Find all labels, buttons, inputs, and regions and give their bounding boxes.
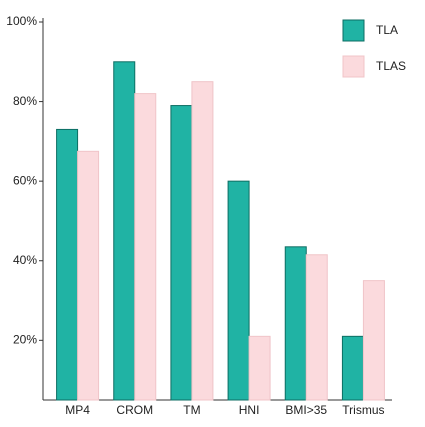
bar xyxy=(248,335,271,401)
x-tick-label: MP4 xyxy=(65,403,90,417)
bar xyxy=(362,280,385,401)
bar xyxy=(77,150,100,401)
x-tick-label: BMI>35 xyxy=(285,403,327,417)
bar xyxy=(305,254,328,401)
bar xyxy=(227,180,250,401)
x-tick-label: Trismus xyxy=(342,403,384,417)
y-tick-label: 60% xyxy=(13,173,37,187)
y-tick-label: 20% xyxy=(13,332,37,346)
bar xyxy=(170,105,193,401)
legend-label: TLAS xyxy=(376,59,406,73)
bar xyxy=(341,335,364,401)
bar xyxy=(191,81,214,401)
bar xyxy=(113,61,136,401)
y-tick-label: 80% xyxy=(13,94,37,108)
bar xyxy=(284,246,307,401)
bar xyxy=(56,128,79,401)
y-tick-label: 100% xyxy=(6,14,37,28)
y-tick-label: 40% xyxy=(13,253,37,267)
legend-swatch xyxy=(342,19,365,42)
bar xyxy=(134,93,157,401)
legend-swatch xyxy=(342,55,365,78)
x-tick-label: HNI xyxy=(239,403,260,417)
x-tick-label: CROM xyxy=(116,403,153,417)
x-tick-label: TM xyxy=(183,403,200,417)
legend-label: TLA xyxy=(376,23,398,37)
